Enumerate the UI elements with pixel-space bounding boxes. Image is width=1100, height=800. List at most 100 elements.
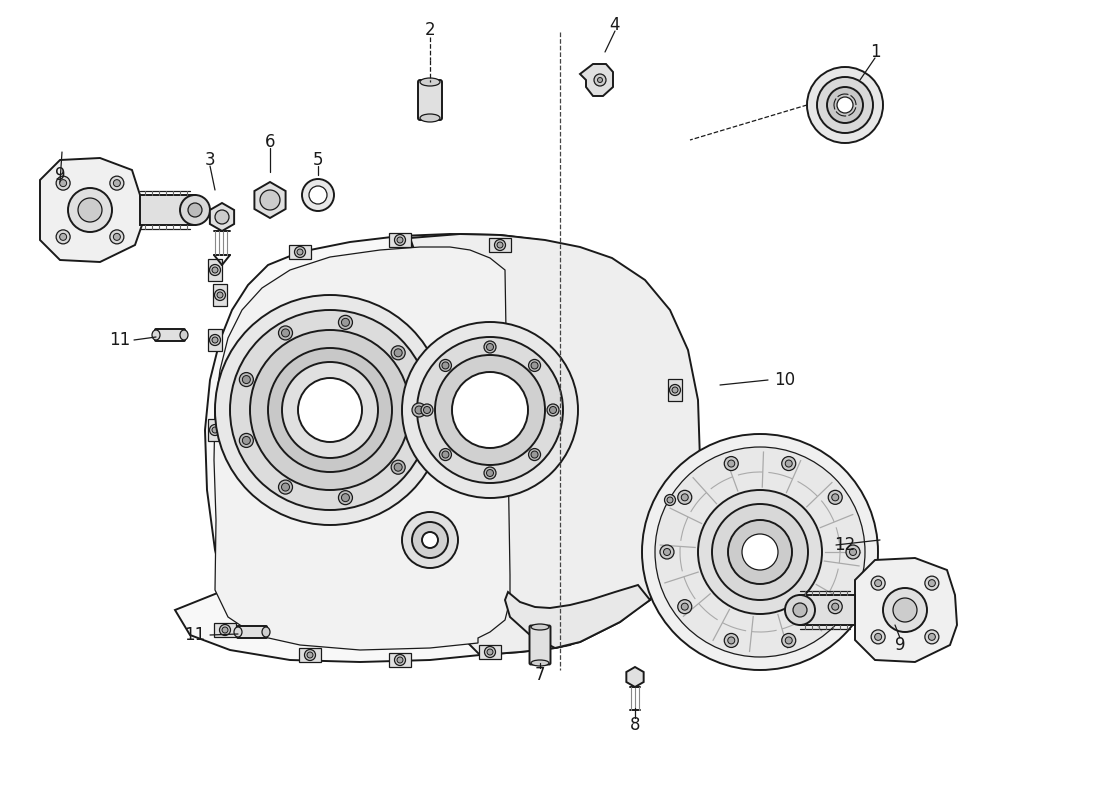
Circle shape: [341, 494, 350, 502]
Ellipse shape: [420, 78, 440, 86]
Circle shape: [397, 657, 403, 663]
Circle shape: [250, 330, 410, 490]
Text: 1: 1: [870, 43, 880, 61]
Circle shape: [663, 549, 671, 555]
Circle shape: [832, 603, 838, 610]
Circle shape: [402, 512, 458, 568]
Circle shape: [782, 634, 795, 647]
Circle shape: [417, 337, 563, 483]
Circle shape: [827, 87, 864, 123]
Circle shape: [928, 634, 935, 640]
Circle shape: [828, 490, 843, 504]
Circle shape: [678, 490, 692, 504]
Circle shape: [242, 375, 251, 383]
Circle shape: [874, 634, 881, 640]
Circle shape: [597, 78, 603, 82]
Circle shape: [212, 337, 218, 343]
Circle shape: [664, 494, 675, 506]
Circle shape: [307, 652, 314, 658]
Circle shape: [670, 385, 681, 395]
Circle shape: [681, 603, 689, 610]
Circle shape: [452, 372, 528, 448]
Circle shape: [78, 198, 102, 222]
Circle shape: [220, 625, 231, 635]
Ellipse shape: [531, 624, 549, 630]
Text: a passion for parts since 1985: a passion for parts since 1985: [252, 447, 608, 533]
Circle shape: [484, 646, 495, 658]
Circle shape: [434, 355, 544, 465]
Circle shape: [282, 329, 289, 337]
Circle shape: [113, 180, 120, 186]
FancyBboxPatch shape: [800, 595, 855, 625]
Circle shape: [110, 176, 124, 190]
Polygon shape: [400, 234, 700, 655]
Text: 9: 9: [55, 166, 65, 184]
Circle shape: [698, 490, 822, 614]
Circle shape: [883, 588, 927, 632]
Circle shape: [214, 210, 229, 224]
Circle shape: [59, 180, 67, 186]
Circle shape: [268, 348, 392, 472]
Circle shape: [209, 265, 220, 275]
Circle shape: [110, 230, 124, 244]
Circle shape: [59, 234, 67, 240]
Circle shape: [339, 315, 352, 330]
Circle shape: [484, 341, 496, 353]
Circle shape: [394, 349, 403, 357]
Circle shape: [412, 522, 448, 558]
Text: 12: 12: [835, 536, 856, 554]
Circle shape: [724, 457, 738, 470]
Circle shape: [531, 362, 538, 369]
Circle shape: [594, 74, 606, 86]
Ellipse shape: [152, 330, 160, 340]
Text: 5: 5: [312, 151, 323, 169]
Circle shape: [240, 373, 253, 386]
FancyBboxPatch shape: [668, 379, 682, 401]
FancyBboxPatch shape: [289, 245, 311, 259]
Circle shape: [785, 595, 815, 625]
Polygon shape: [855, 558, 957, 662]
Text: 3: 3: [205, 151, 216, 169]
Circle shape: [528, 449, 540, 461]
Circle shape: [392, 460, 405, 474]
Circle shape: [442, 362, 449, 369]
Circle shape: [302, 179, 334, 211]
Circle shape: [412, 403, 426, 417]
FancyBboxPatch shape: [208, 329, 222, 351]
Circle shape: [849, 549, 857, 555]
Circle shape: [547, 404, 559, 416]
Circle shape: [113, 234, 120, 240]
Circle shape: [893, 598, 917, 622]
Circle shape: [56, 176, 70, 190]
Circle shape: [495, 239, 506, 250]
Ellipse shape: [531, 660, 549, 666]
Circle shape: [188, 203, 202, 217]
Circle shape: [487, 649, 493, 655]
Circle shape: [531, 451, 538, 458]
Circle shape: [678, 600, 692, 614]
Circle shape: [212, 267, 218, 273]
Circle shape: [395, 654, 406, 666]
FancyBboxPatch shape: [529, 626, 550, 665]
Text: 6: 6: [265, 133, 275, 151]
FancyBboxPatch shape: [478, 645, 500, 659]
FancyBboxPatch shape: [389, 233, 411, 247]
Circle shape: [486, 470, 494, 477]
Circle shape: [209, 425, 220, 435]
Circle shape: [728, 460, 735, 467]
Circle shape: [209, 334, 220, 346]
Ellipse shape: [234, 627, 242, 637]
Text: euroParts: euroParts: [267, 387, 632, 453]
Circle shape: [672, 387, 678, 393]
Circle shape: [212, 427, 218, 433]
Circle shape: [297, 249, 302, 255]
Circle shape: [240, 434, 253, 447]
Circle shape: [807, 67, 883, 143]
Circle shape: [68, 188, 112, 232]
Circle shape: [214, 295, 446, 525]
Polygon shape: [505, 585, 650, 648]
Circle shape: [394, 463, 403, 471]
FancyBboxPatch shape: [213, 284, 227, 306]
Polygon shape: [214, 247, 510, 650]
Circle shape: [392, 346, 405, 360]
